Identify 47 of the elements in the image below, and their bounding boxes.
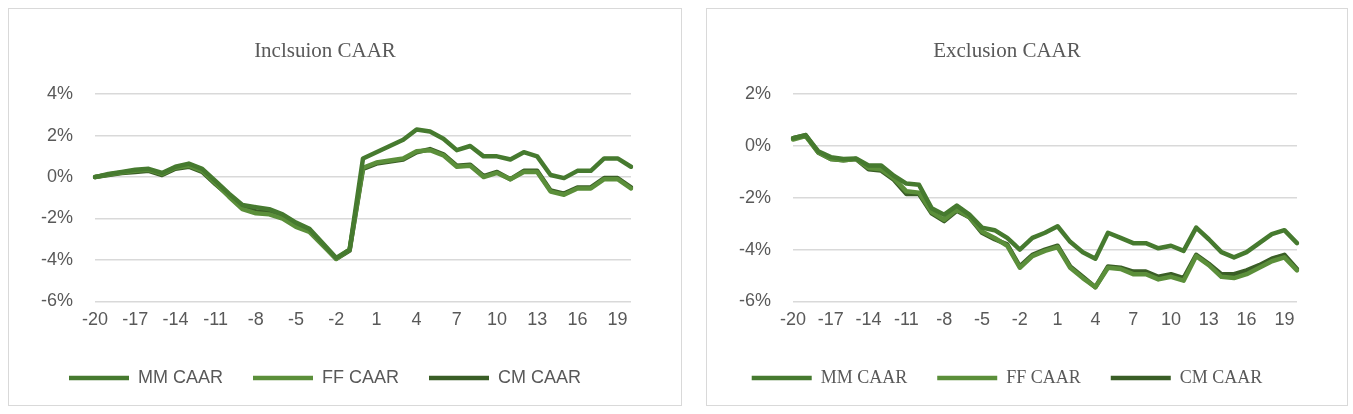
chart-title: Inclsuion CAAR <box>254 38 396 63</box>
y-tick-label: -6% <box>738 290 772 311</box>
x-tick-label: 10 <box>1160 309 1182 330</box>
legend-label: MM CAAR <box>820 366 908 387</box>
x-tick-label: -17 <box>122 309 149 330</box>
y-tick-label: -2% <box>738 186 772 207</box>
x-tick-label: -8 <box>936 309 953 330</box>
x-tick-label: -8 <box>247 309 264 330</box>
y-tick-label: -4% <box>40 248 74 269</box>
x-tick-label: 1 <box>1052 309 1063 330</box>
x-tick-label: 13 <box>527 309 548 330</box>
x-tick-label: 10 <box>486 309 508 330</box>
legend-label: CM CAAR <box>1179 366 1263 387</box>
y-tick-label: 2% <box>744 83 772 104</box>
x-tick-label: -11 <box>203 309 228 330</box>
x-tick-label: 4 <box>411 309 422 330</box>
x-tick-label: 7 <box>1128 309 1139 330</box>
x-tick-label: -20 <box>82 309 109 330</box>
x-tick-label: -2 <box>328 309 345 330</box>
x-tick-label: 1 <box>371 309 382 330</box>
legend-label: FF CAAR <box>322 366 400 387</box>
x-tick-label: -5 <box>288 309 305 330</box>
legend-label: FF CAAR <box>1006 366 1081 387</box>
y-tick-label: -6% <box>40 290 74 311</box>
y-tick-label: 0% <box>744 134 772 155</box>
y-tick-label: -2% <box>40 207 74 228</box>
x-tick-label: -14 <box>855 309 882 330</box>
y-tick-label: 0% <box>46 166 74 187</box>
x-tick-label: 19 <box>1274 309 1295 330</box>
legend-label: MM CAAR <box>138 366 223 387</box>
x-tick-label: 19 <box>607 309 628 330</box>
x-tick-label: 4 <box>1090 309 1101 330</box>
x-tick-label: 13 <box>1198 309 1219 330</box>
y-tick-label: -4% <box>738 238 772 259</box>
x-tick-label: 16 <box>567 309 588 330</box>
x-tick-label: 16 <box>1236 309 1257 330</box>
x-tick-label: 7 <box>451 309 462 330</box>
y-tick-label: 2% <box>46 124 74 145</box>
x-tick-label: -11 <box>894 309 919 330</box>
chart-title: Exclusion CAAR <box>933 38 1081 63</box>
y-tick-label: 4% <box>46 83 74 104</box>
x-tick-label: -5 <box>974 309 991 330</box>
x-tick-label: -2 <box>1011 309 1028 330</box>
legend-label: CM CAAR <box>498 366 582 387</box>
x-tick-label: -14 <box>162 309 189 330</box>
x-tick-label: -20 <box>780 309 807 330</box>
x-tick-label: -17 <box>817 309 844 330</box>
